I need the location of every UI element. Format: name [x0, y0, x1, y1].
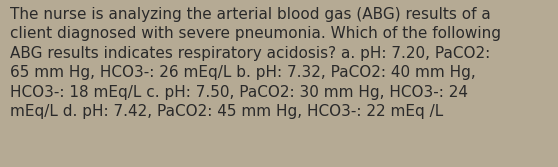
Text: The nurse is analyzing the arterial blood gas (ABG) results of a
client diagnose: The nurse is analyzing the arterial bloo… — [10, 7, 501, 119]
